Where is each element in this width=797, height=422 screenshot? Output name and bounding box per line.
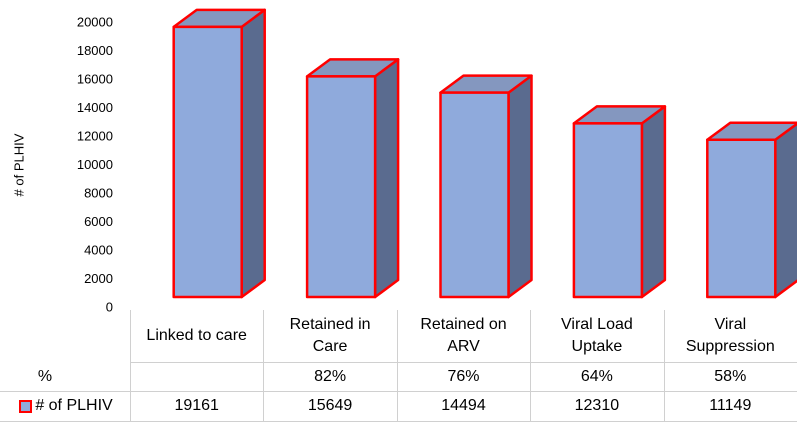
bar — [572, 122, 644, 299]
legend-label: # of PLHIV — [35, 397, 113, 414]
x-tick-label: Linked to care — [146, 327, 247, 344]
bar-side — [507, 74, 533, 299]
table-line — [530, 310, 532, 422]
bar — [439, 91, 510, 299]
table-line — [263, 310, 265, 422]
x-tick-label: Retained on ARV — [420, 316, 507, 355]
table-cell: 76% — [447, 367, 480, 385]
y-tick-label: 18000 — [77, 43, 113, 58]
y-tick-label: 20000 — [77, 14, 113, 29]
y-tick-label: 8000 — [84, 185, 113, 200]
y-tick-label: 2000 — [84, 271, 113, 286]
bar-side — [240, 8, 266, 299]
y-tick-label: 16000 — [77, 71, 113, 86]
table-line — [130, 310, 131, 422]
table-cell: 19161 — [174, 397, 219, 414]
table-line — [663, 310, 665, 422]
x-tick-label: Viral Load Uptake — [561, 316, 633, 355]
bar-side — [774, 122, 797, 299]
table-cell: 11149 — [709, 397, 752, 414]
y-axis-label: # of PLHIV — [11, 133, 26, 196]
y-tick-label: 12000 — [77, 128, 113, 143]
y-tick-label: 0 — [106, 299, 113, 314]
y-tick-label: 10000 — [77, 157, 113, 172]
row-header: % — [37, 367, 53, 385]
table-cell: 14494 — [441, 397, 486, 414]
bar-side — [640, 105, 667, 299]
table-cell: 12310 — [574, 397, 620, 414]
table-line — [396, 310, 398, 422]
x-tick-label: Viral Suppression — [685, 316, 775, 355]
legend-entry: # of PLHIV — [2, 391, 130, 421]
bar-side — [373, 58, 400, 299]
table-cell: 64% — [580, 367, 613, 385]
x-tick-label: Retained in Care — [289, 316, 371, 355]
table-line — [130, 362, 797, 363]
y-tick-label: 14000 — [77, 100, 113, 115]
bar — [305, 75, 377, 299]
legend-swatch — [19, 399, 33, 413]
bar — [706, 138, 777, 299]
y-tick-label: 4000 — [84, 242, 113, 257]
table-line — [0, 391, 797, 392]
table-cell: 58% — [714, 367, 747, 385]
y-tick-label: 6000 — [84, 214, 113, 229]
table-cell: 15649 — [307, 397, 353, 414]
table-cell: 82% — [314, 367, 347, 385]
bar — [172, 25, 243, 299]
